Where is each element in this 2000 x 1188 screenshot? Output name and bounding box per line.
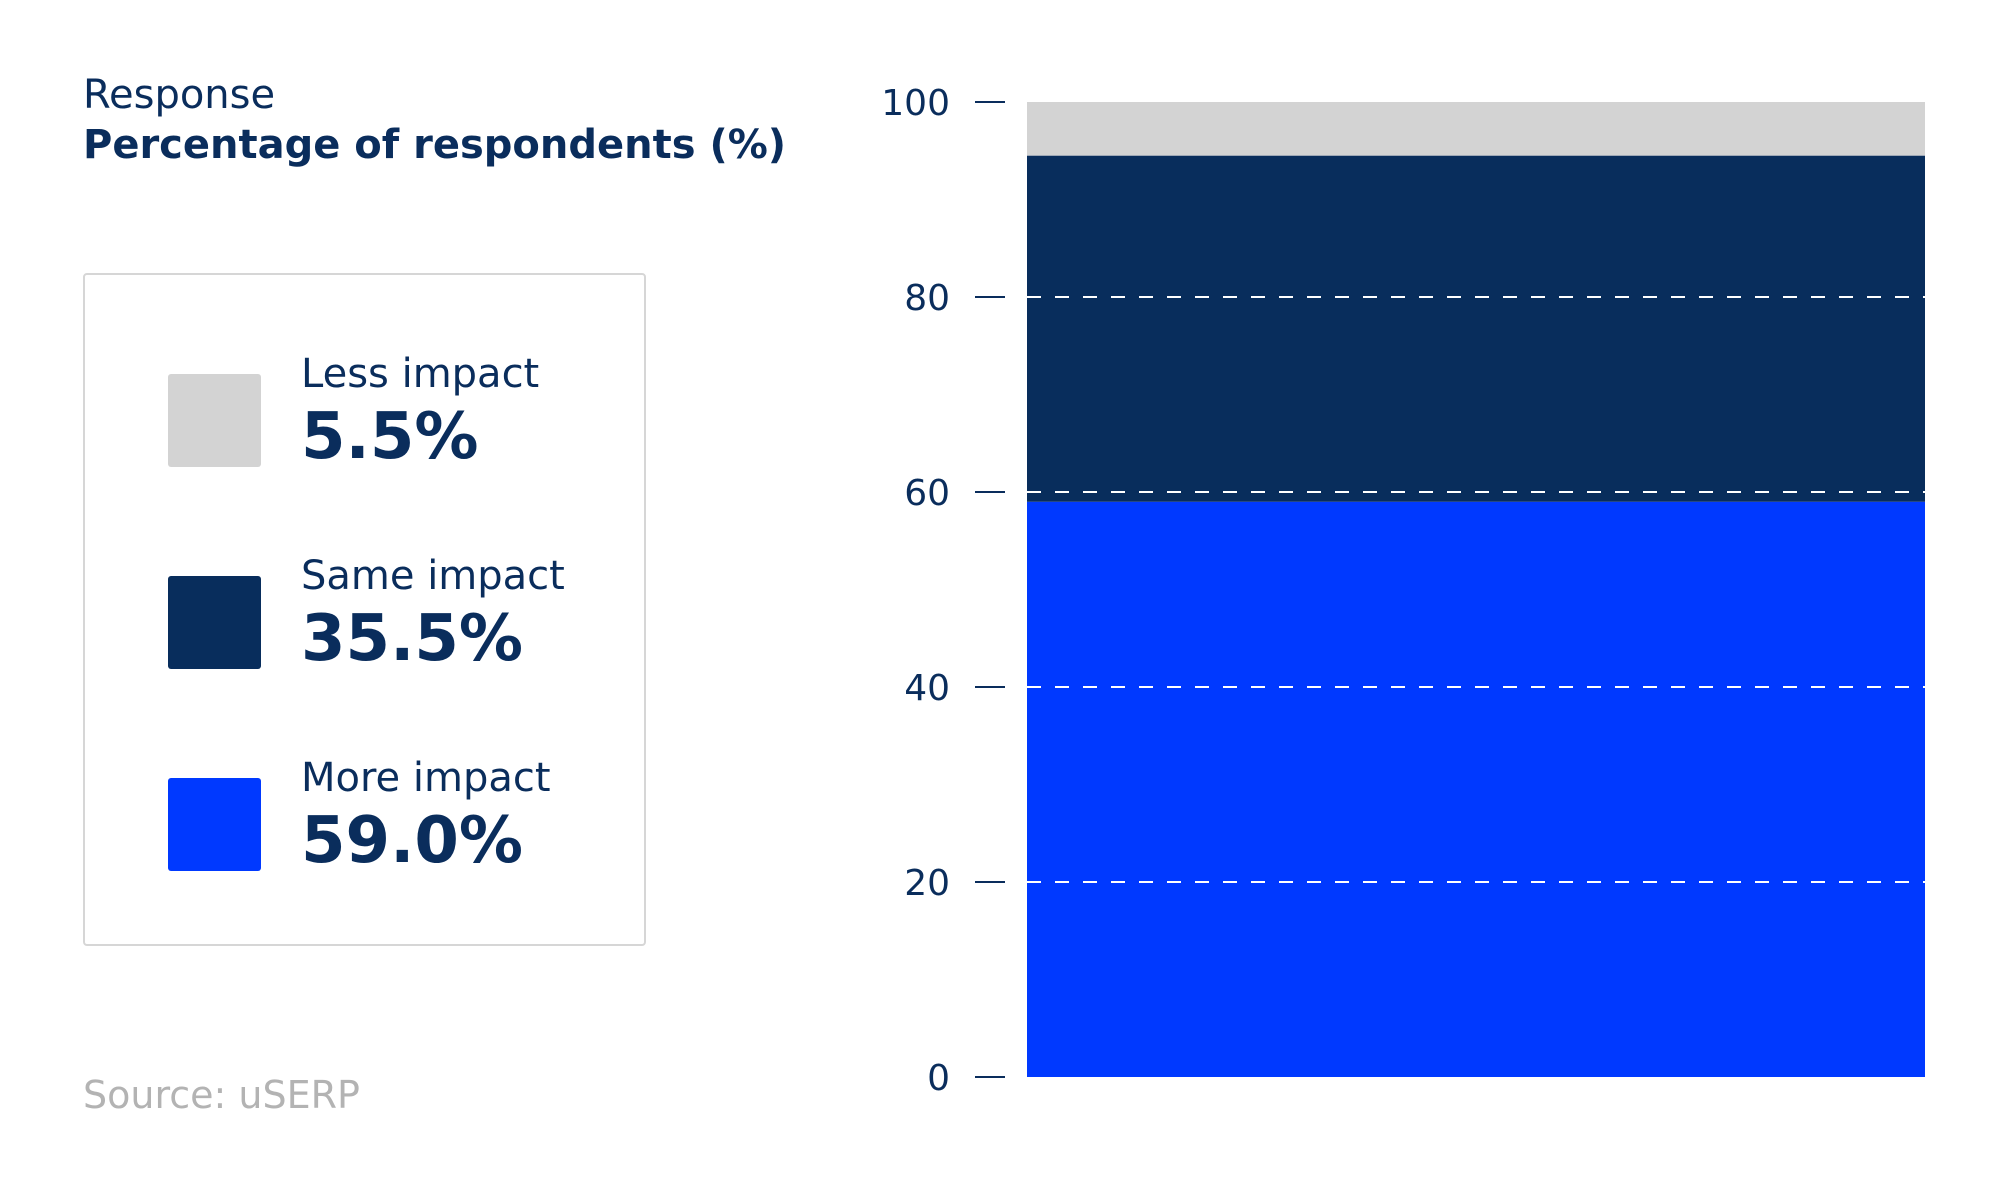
legend-swatch-same-impact — [168, 576, 261, 669]
legend-swatch-more-impact — [168, 778, 261, 871]
y-axis: 0 20 40 60 80 100 — [881, 83, 1005, 1099]
y-tick-label: 100 — [881, 83, 950, 124]
legend-item-more-impact: More impact 59.0% — [168, 755, 628, 891]
y-tick-label: 60 — [904, 473, 950, 514]
source-note: Source: uSERP — [83, 1073, 360, 1117]
y-tick-label: 40 — [904, 668, 950, 709]
bar-segment-more-impact — [1027, 501, 1925, 1077]
legend-label: More impact — [301, 755, 551, 801]
legend-value: 35.5% — [301, 602, 524, 676]
y-tick-label: 20 — [904, 863, 950, 904]
legend-item-less-impact: Less impact 5.5% — [168, 351, 628, 487]
legend-value: 5.5% — [301, 400, 479, 474]
y-tick-label: 80 — [904, 278, 950, 319]
gridlines — [1027, 296, 1925, 883]
legend-value: 59.0% — [301, 804, 524, 878]
legend-item-same-impact: Same impact 35.5% — [168, 553, 628, 689]
bar-segment-same-impact — [1027, 155, 1925, 502]
legend: Less impact 5.5% Same impact 35.5% More … — [83, 273, 646, 946]
y-tick-label: 0 — [927, 1058, 950, 1099]
chart-subtitle: Percentage of respondents (%) — [83, 122, 787, 168]
bar-segment-less-impact — [1027, 102, 1925, 156]
legend-label: Same impact — [301, 553, 565, 599]
bar-stack — [1027, 102, 1925, 1077]
chart-header: Response Percentage of respondents (%) — [83, 70, 786, 170]
legend-swatch-less-impact — [168, 374, 261, 467]
legend-label: Less impact — [301, 351, 540, 397]
chart-title: Response — [83, 72, 276, 118]
